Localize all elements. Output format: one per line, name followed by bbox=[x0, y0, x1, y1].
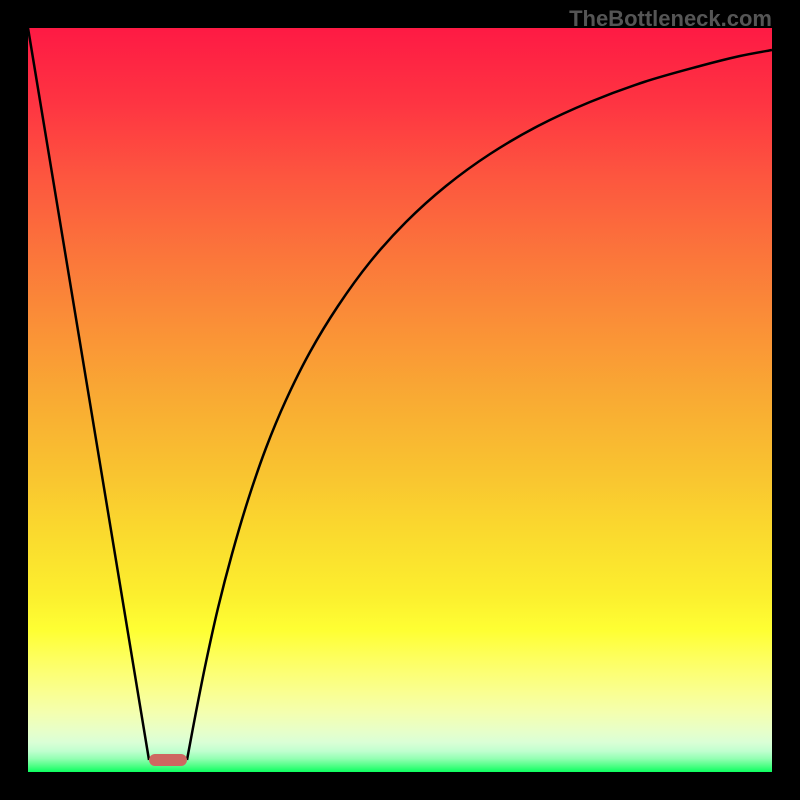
attribution-text: TheBottleneck.com bbox=[569, 6, 772, 32]
chart-container: TheBottleneck.com bbox=[0, 0, 800, 800]
chart-svg bbox=[0, 0, 800, 800]
valley-marker bbox=[149, 754, 187, 766]
chart-gradient-bg bbox=[28, 28, 772, 772]
